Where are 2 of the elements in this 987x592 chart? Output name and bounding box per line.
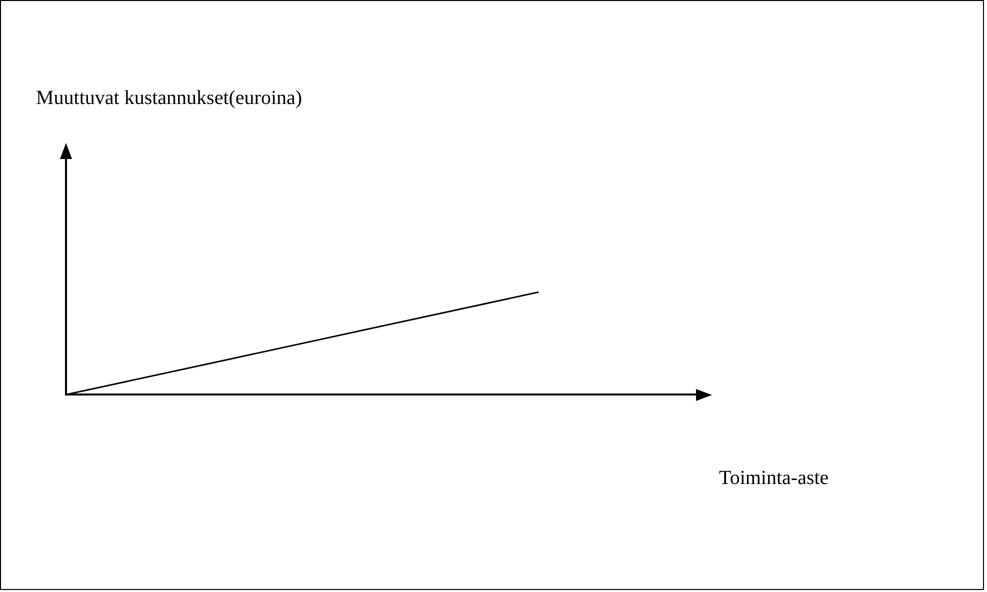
text: Muuttuvat kustannukset(euroina) xyxy=(36,87,302,110)
x-axis-title: Toiminta-aste xyxy=(719,467,829,490)
